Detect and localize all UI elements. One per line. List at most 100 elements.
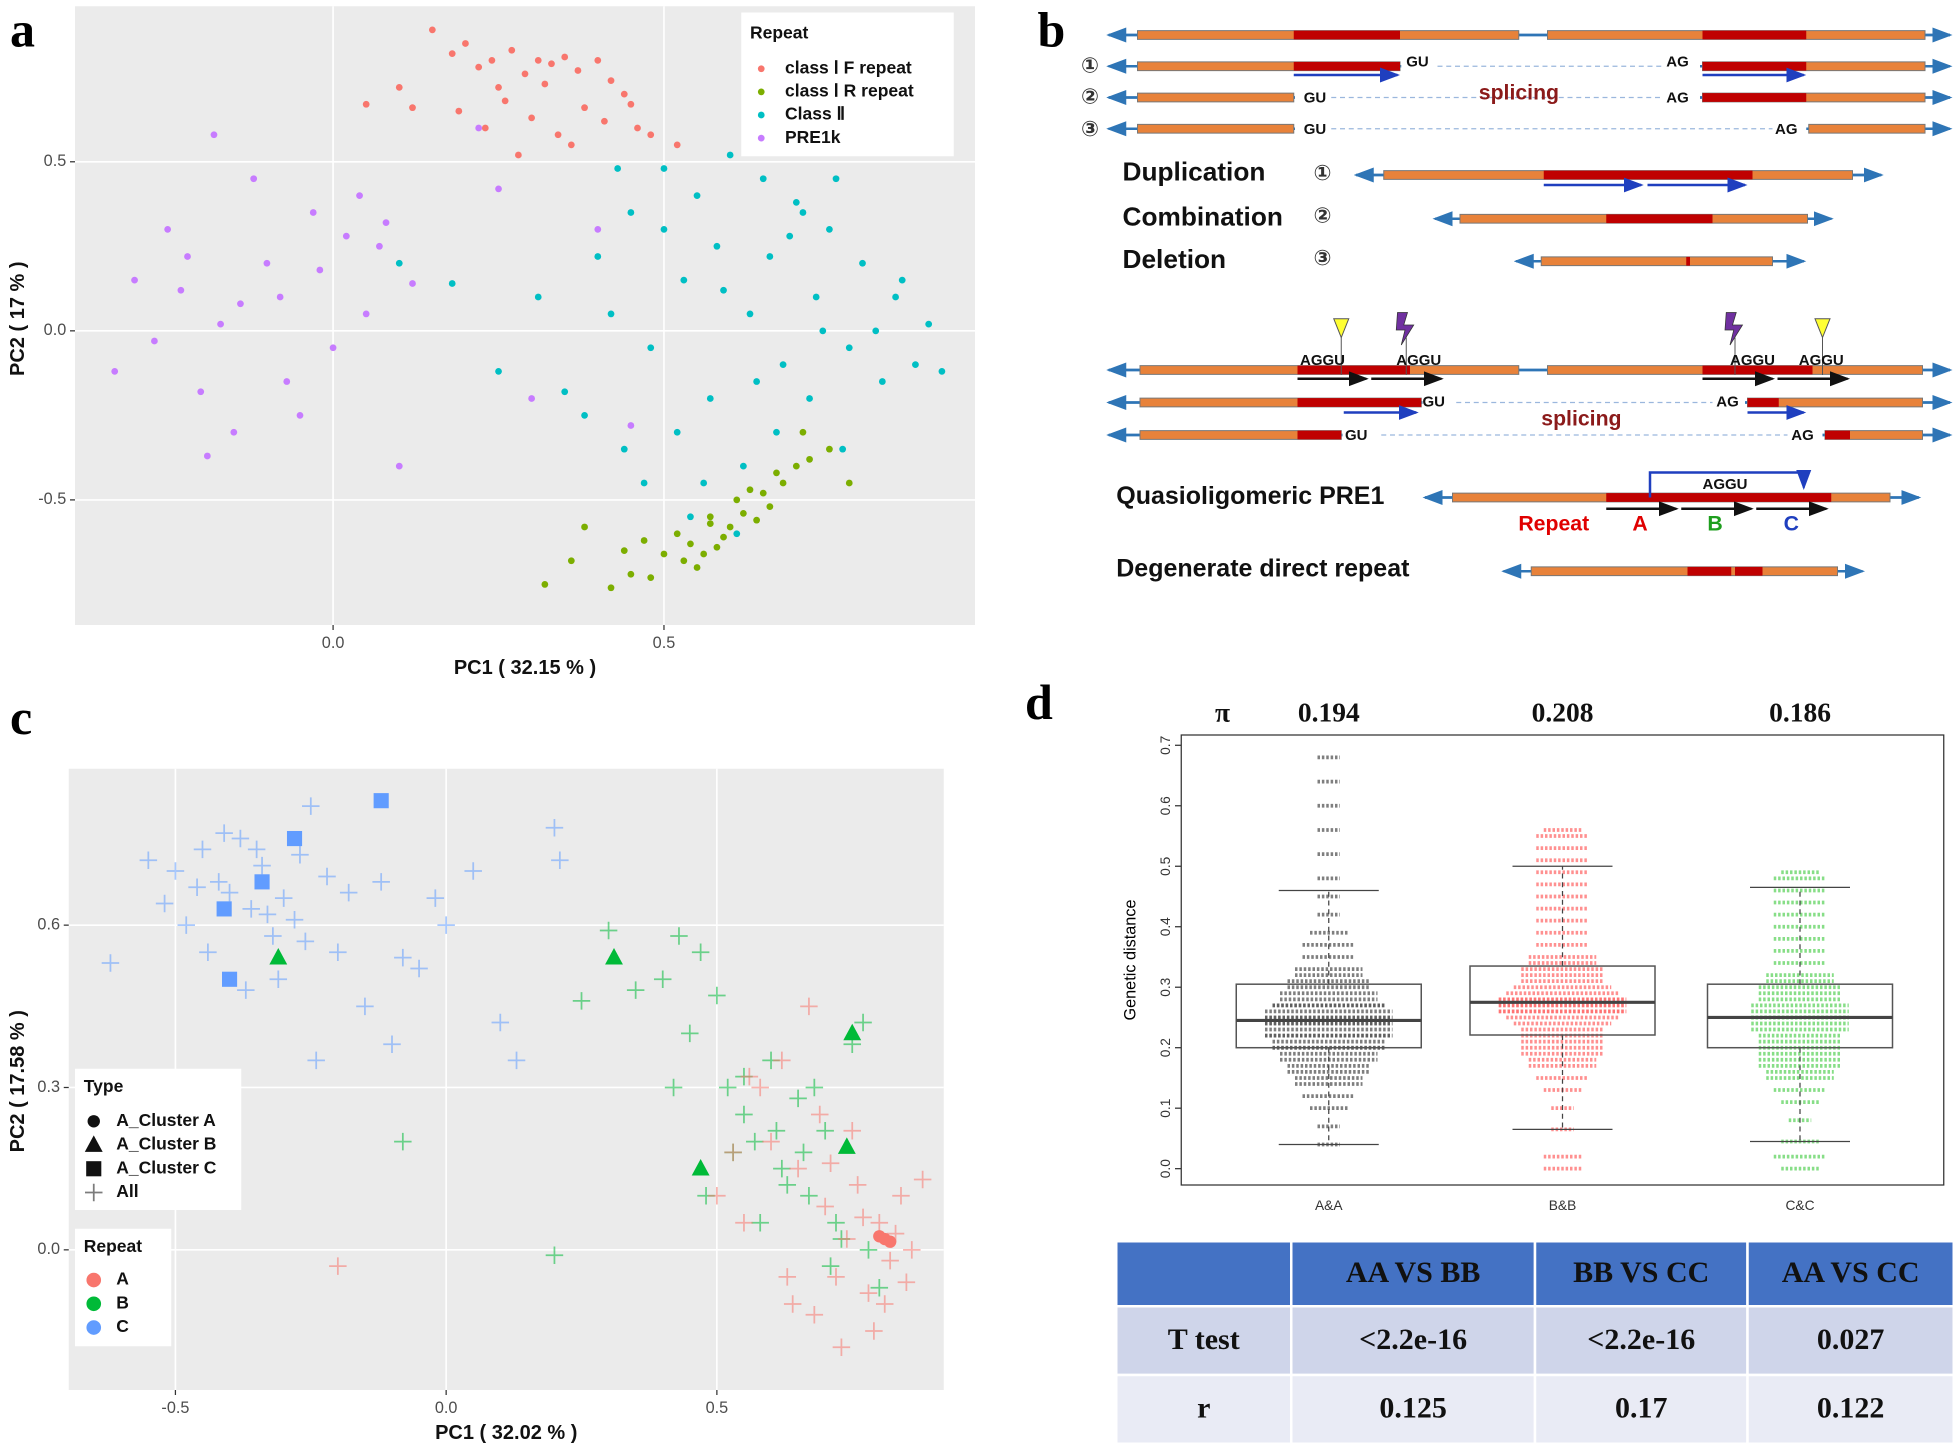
point — [843, 1023, 862, 1041]
point — [626, 981, 645, 999]
point — [740, 1067, 759, 1086]
y-axis-label: PC2 ( 17.58 % ) — [7, 1010, 29, 1152]
legend-symbol — [85, 1183, 103, 1202]
point — [253, 856, 271, 875]
point — [567, 557, 575, 565]
point — [883, 1235, 897, 1248]
point — [680, 557, 688, 565]
point — [541, 581, 549, 588]
point — [773, 1159, 791, 1178]
point — [726, 151, 734, 159]
point — [839, 445, 847, 453]
lightning — [1395, 312, 1415, 346]
point — [594, 56, 602, 64]
table-cell — [1115, 1373, 1293, 1445]
step: ③ — [1314, 246, 1332, 271]
point — [230, 428, 238, 436]
point — [799, 428, 807, 436]
aggu: AGGU — [1730, 352, 1775, 369]
point — [111, 368, 119, 375]
point — [898, 276, 906, 284]
point — [751, 1214, 769, 1232]
point — [837, 1137, 856, 1154]
x-tick-label: A&A — [1315, 1198, 1343, 1213]
point — [664, 1078, 683, 1097]
legend-symbol — [84, 1135, 103, 1152]
point — [254, 874, 270, 890]
point — [329, 344, 337, 352]
point — [859, 1241, 878, 1259]
gu: GU — [1304, 121, 1327, 138]
legend-box — [75, 1068, 242, 1210]
point — [247, 840, 266, 859]
point — [845, 479, 853, 487]
point — [673, 530, 681, 538]
point — [786, 232, 794, 240]
point — [691, 1159, 710, 1176]
point — [291, 846, 309, 864]
point — [316, 266, 324, 274]
step: ① — [1314, 161, 1332, 186]
point — [339, 883, 358, 902]
point — [724, 1143, 742, 1162]
point — [495, 84, 502, 91]
point — [329, 943, 347, 961]
point — [394, 1132, 412, 1151]
step: ② — [1081, 85, 1099, 110]
quasi-label: Quasioligomeric PRE1 — [1116, 482, 1384, 510]
outcome: Combination — [1123, 202, 1283, 232]
point — [302, 797, 320, 815]
exon — [1808, 123, 1926, 134]
point — [865, 1322, 883, 1340]
legend-label: B — [116, 1292, 129, 1312]
pi-label: π — [1215, 696, 1230, 727]
point — [184, 253, 191, 260]
gu: GU — [1345, 427, 1368, 444]
point — [779, 479, 787, 487]
outcome: Duplication — [1123, 157, 1266, 187]
point — [832, 175, 840, 183]
point — [826, 445, 833, 453]
point — [395, 84, 403, 91]
point — [673, 141, 681, 149]
legend-symbol — [86, 1320, 102, 1335]
point — [706, 513, 714, 521]
legend-label: Class Ⅱ — [785, 104, 845, 124]
point — [220, 883, 239, 902]
repeat-region — [1297, 365, 1410, 375]
point — [409, 280, 416, 287]
point — [462, 40, 469, 47]
point — [581, 523, 588, 531]
point — [276, 293, 284, 301]
point — [215, 824, 233, 842]
panel-label: c — [10, 689, 32, 745]
point — [753, 378, 760, 385]
point — [607, 584, 615, 592]
point — [800, 997, 818, 1016]
point — [640, 479, 648, 487]
table-value: <2.2e-16 — [1587, 1323, 1695, 1356]
point — [534, 293, 542, 301]
point — [653, 970, 672, 989]
diagram-b: ① ② ③ GU AG GU splicing AG GU AG Duplica… — [1081, 53, 1844, 582]
point — [139, 851, 158, 869]
point — [627, 209, 635, 216]
x-tick-label: B&B — [1549, 1198, 1577, 1213]
y-axis-label: PC2 ( 17 % ) — [7, 262, 29, 376]
point — [376, 242, 383, 250]
point — [783, 1295, 802, 1313]
point — [269, 970, 288, 989]
ag: AG — [1791, 427, 1814, 444]
point — [806, 395, 813, 402]
point — [740, 462, 747, 470]
point — [740, 510, 747, 517]
point — [753, 516, 760, 524]
panel-label: a — [10, 1, 35, 57]
point — [878, 378, 886, 385]
legend-label: class Ⅰ R repeat — [785, 81, 914, 101]
point — [177, 916, 195, 934]
point — [567, 141, 575, 149]
table-header: AA VS CC — [1782, 1256, 1920, 1289]
y-tick-label: 0.0 — [37, 1240, 60, 1258]
point — [356, 192, 363, 199]
